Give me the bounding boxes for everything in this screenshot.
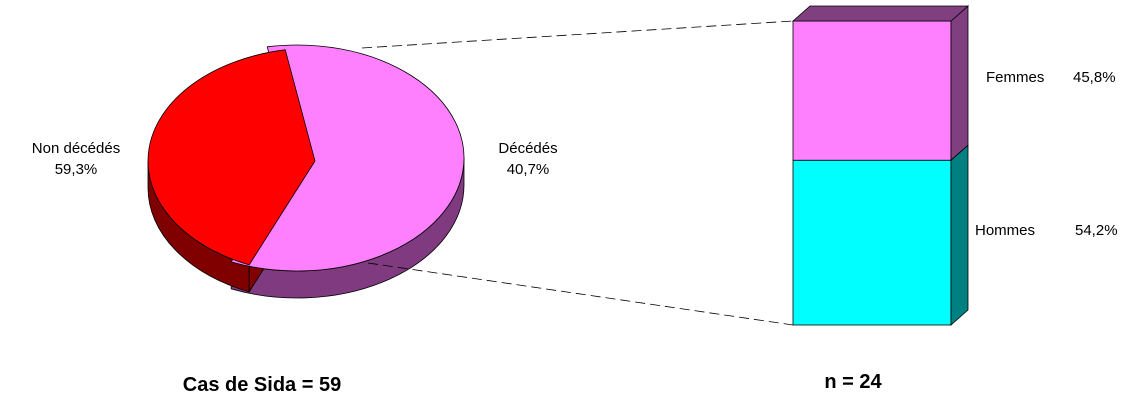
bar-label-hommes-value: 54,2% xyxy=(1075,222,1118,239)
bar-segment-hommes xyxy=(792,159,952,326)
connector-line-bottom xyxy=(367,262,794,326)
pie-label-decedes-value: 40,7% xyxy=(507,161,550,178)
pie-label-non-decedes-value: 59,3% xyxy=(55,161,98,178)
bar-label-hommes: Hommes 54,2% xyxy=(975,222,1118,239)
pie-label-non-decedes: Non décédés 59,3% xyxy=(32,140,120,178)
stacked-bar xyxy=(791,5,970,326)
bar-top-face xyxy=(791,5,970,22)
pie-caption: Cas de Sida = 59 xyxy=(183,374,341,396)
bar-side-hommes xyxy=(950,144,969,326)
pie-chart: Non décédés 59,3% Décédés 40,7% Cas de S… xyxy=(32,44,558,396)
pie-label-non-decedes-name: Non décédés xyxy=(32,140,120,157)
bar-label-hommes-name: Hommes xyxy=(975,222,1035,239)
bar-label-femmes-name: Femmes xyxy=(986,69,1044,86)
stacked-bar-chart: Femmes 45,8% Hommes 54,2% n = 24 xyxy=(791,5,1118,393)
bar-side-femmes xyxy=(950,5,969,162)
connector-line-top xyxy=(361,20,794,49)
bar-label-femmes-value: 45,8% xyxy=(1073,69,1116,86)
bar-caption: n = 24 xyxy=(824,371,882,393)
pie-slice-decedes xyxy=(147,49,316,266)
pie-label-decedes-name: Décédés xyxy=(498,140,557,157)
bar-segment-femmes xyxy=(792,20,952,161)
pie-label-decedes: Décédés 40,7% xyxy=(498,140,557,178)
bar-label-femmes: Femmes 45,8% xyxy=(986,69,1116,86)
